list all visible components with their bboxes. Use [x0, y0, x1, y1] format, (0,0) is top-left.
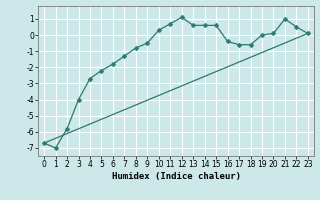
X-axis label: Humidex (Indice chaleur): Humidex (Indice chaleur)	[111, 172, 241, 181]
